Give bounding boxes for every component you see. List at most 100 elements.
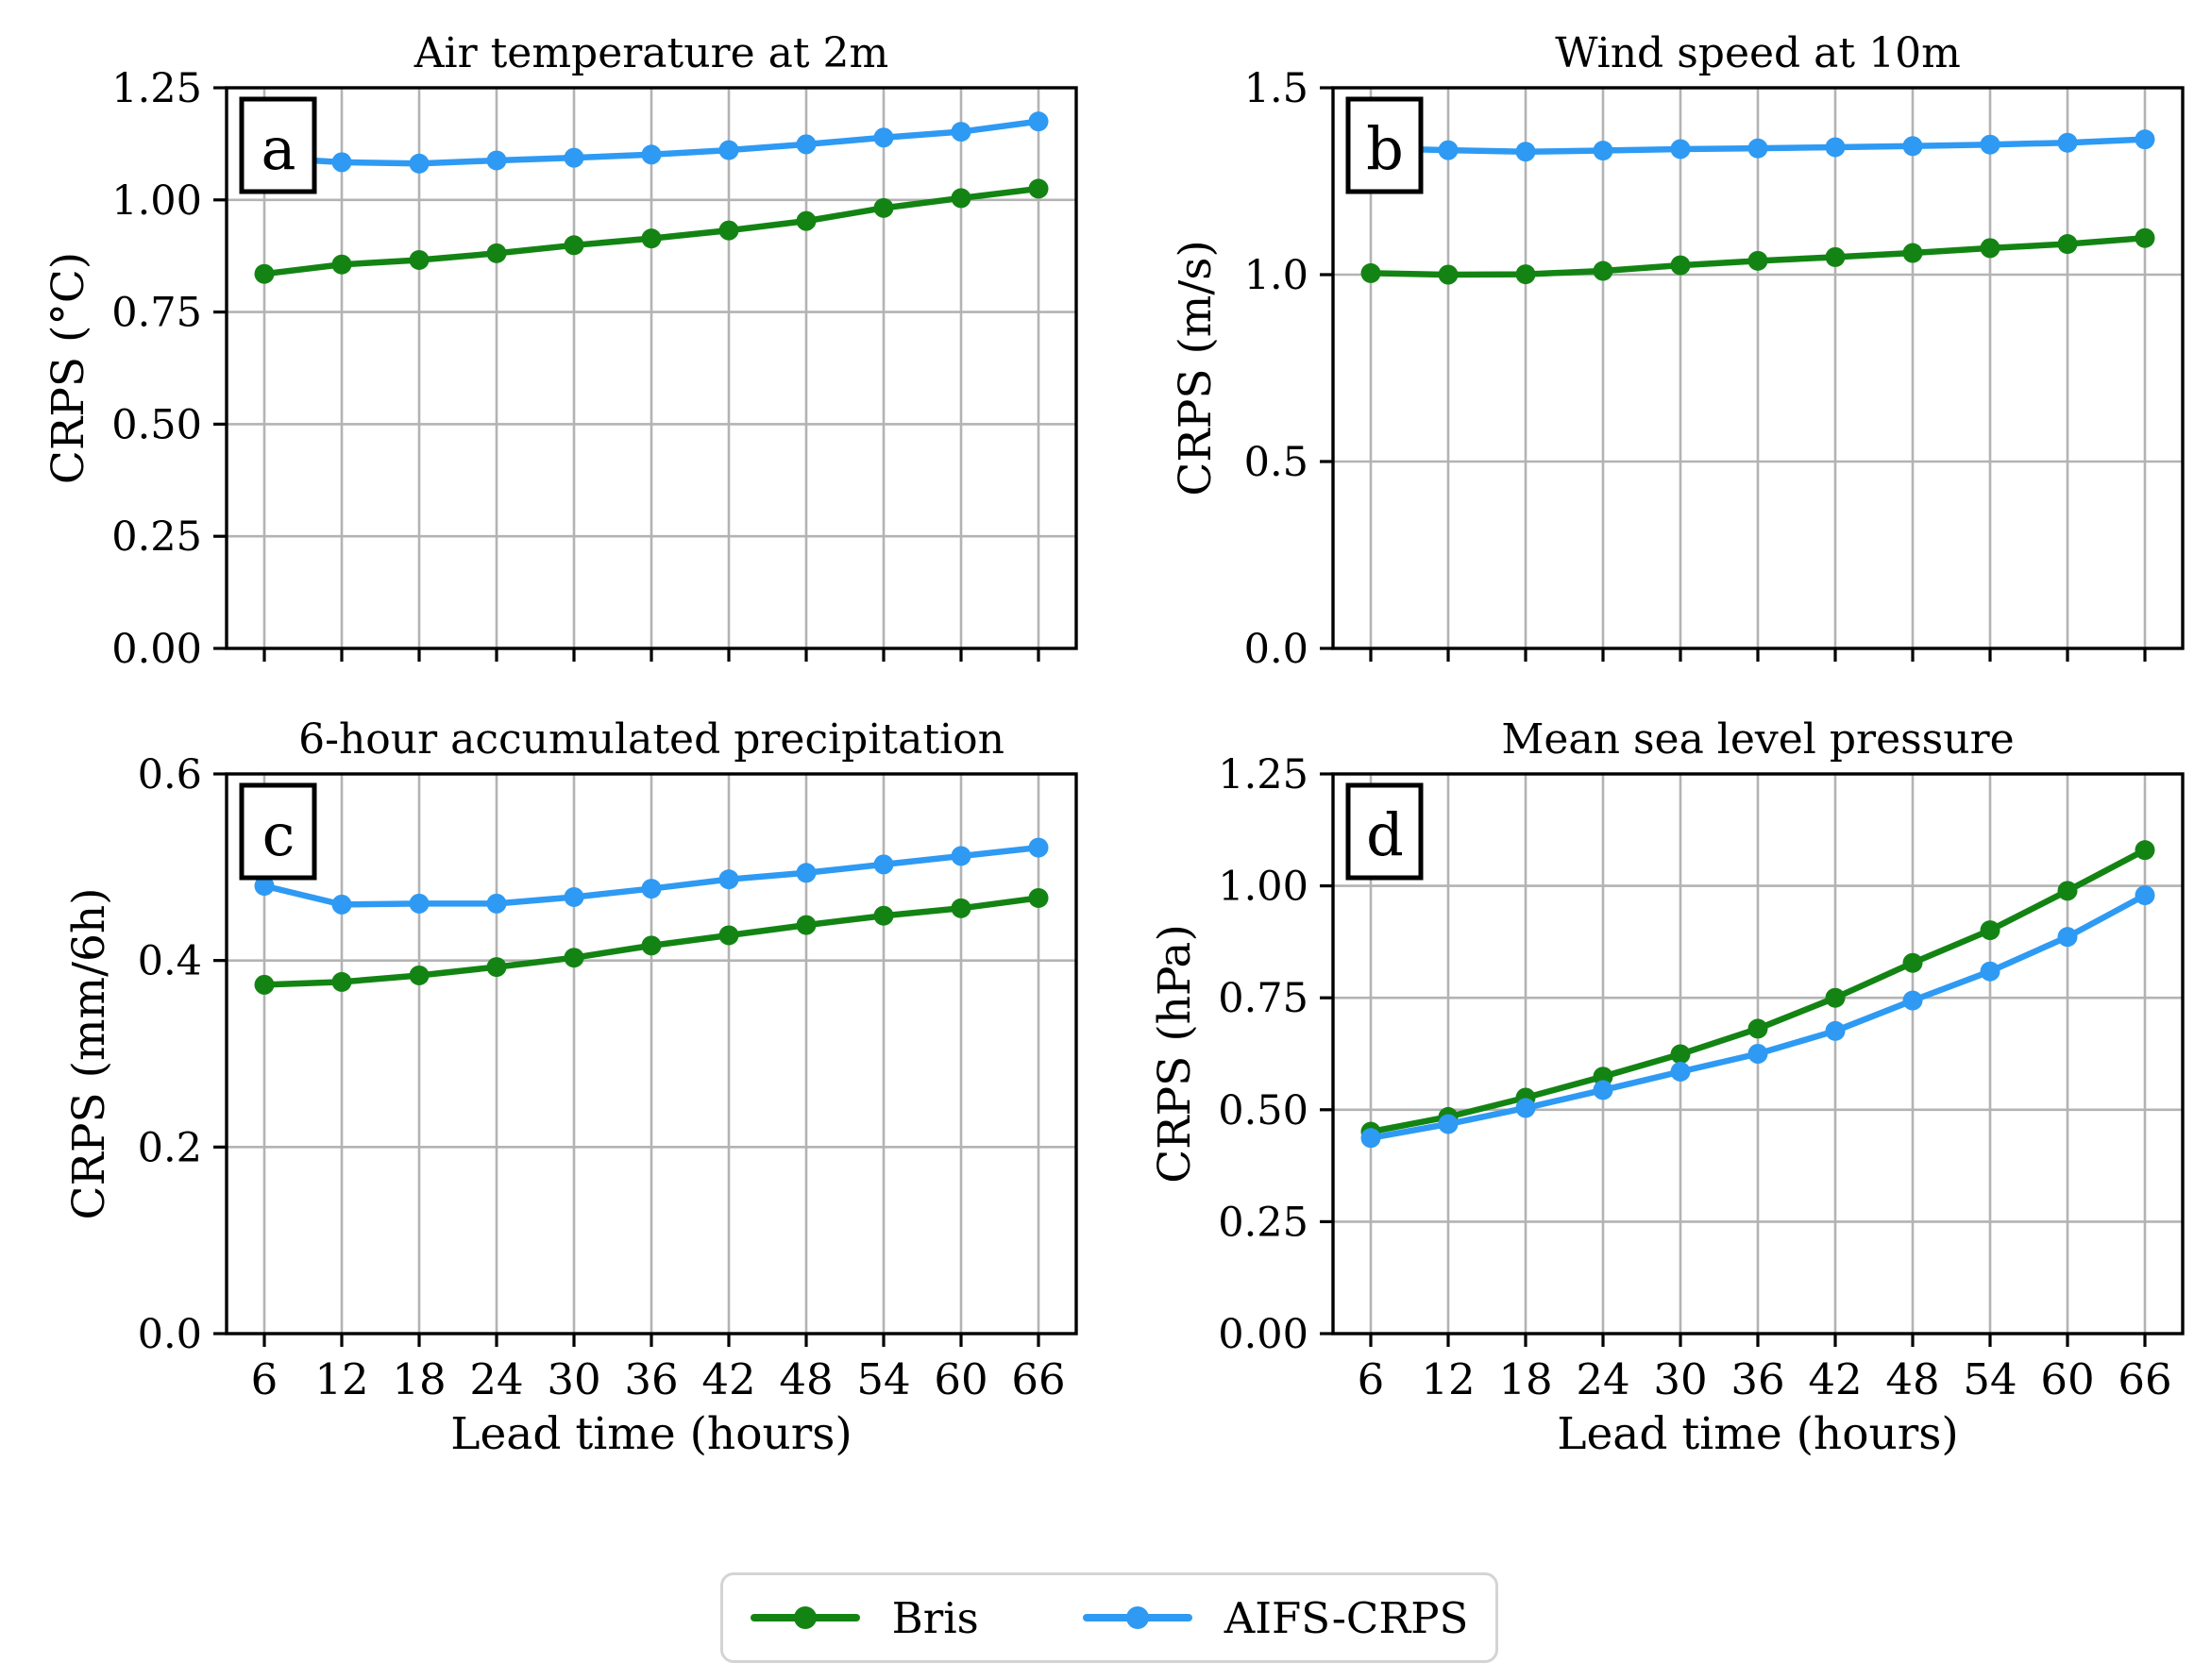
- x-tick-label-12: 12: [314, 1354, 368, 1404]
- marker-aifs-crps-12: [331, 894, 352, 915]
- marker-bris-30: [564, 948, 584, 968]
- x-tick-label-60: 60: [2040, 1354, 2094, 1404]
- series-bris: [254, 887, 1049, 995]
- marker-bris-60: [951, 188, 971, 209]
- marker-bris-24: [486, 957, 507, 978]
- marker-bris-54: [1980, 238, 2000, 259]
- marker-aifs-crps-24: [1593, 1080, 1613, 1100]
- marker-bris-66: [1028, 887, 1049, 908]
- legend-label-aifs-crps: AIFS-CRPS: [1224, 1592, 1469, 1643]
- y-tick-label-0.25: 0.25: [111, 513, 202, 561]
- y-tick-label-0.00: 0.00: [111, 626, 202, 673]
- marker-aifs-crps-66: [1028, 837, 1049, 858]
- panel-a-ticks: [213, 86, 1040, 662]
- marker-bris-12: [331, 254, 352, 275]
- marker-aifs-crps-36: [641, 144, 662, 165]
- marker-aifs-crps-18: [1515, 142, 1536, 162]
- y-tick-label-0.6: 0.6: [138, 751, 202, 798]
- x-tick-label-36: 36: [1730, 1354, 1784, 1404]
- panel-title-a: Air temperature at 2m: [414, 29, 888, 77]
- panel-b: b 0.0 0.5 1.0 1.5 Wind speed at 10m CRPS (m/s): [1170, 29, 2185, 673]
- marker-aifs-crps-48: [796, 134, 817, 155]
- marker-bris-36: [1747, 250, 1768, 271]
- panel-b-grid: [1333, 86, 2183, 650]
- marker-bris-60: [2057, 234, 2078, 255]
- legend-item-bris: Bris: [750, 1592, 979, 1643]
- y-tick-label-1.00: 1.00: [1218, 864, 1308, 911]
- x-axis-label-c: Lead time (hours): [450, 1408, 852, 1460]
- marker-aifs-crps-24: [486, 893, 507, 914]
- panel-letter-d: d: [1366, 800, 1404, 869]
- x-tick-label-30: 30: [547, 1354, 600, 1404]
- marker-bris-6: [254, 974, 275, 995]
- marker-bris-48: [1902, 243, 1923, 263]
- marker-bris-12: [331, 971, 352, 992]
- y-axis-label-c: CRPS (mm/6h): [63, 888, 115, 1220]
- series-aifs-crps: [1360, 885, 2155, 1149]
- x-tick-label-66: 66: [1011, 1354, 1065, 1404]
- panel-title-b: Wind speed at 10m: [1555, 29, 1961, 77]
- marker-aifs-crps-36: [641, 879, 662, 899]
- y-axis-label-b: CRPS (m/s): [1170, 240, 1222, 496]
- marker-aifs-crps-66: [1028, 111, 1049, 132]
- legend-label-bris: Bris: [891, 1592, 979, 1643]
- legend: Bris AIFS-CRPS: [720, 1572, 1498, 1663]
- marker-aifs-crps-42: [718, 869, 739, 890]
- x-tick-label-12: 12: [1421, 1354, 1475, 1404]
- marker-bris-42: [718, 220, 739, 241]
- marker-aifs-crps-54: [873, 854, 894, 875]
- marker-bris-36: [1747, 1018, 1768, 1039]
- marker-aifs-crps-48: [796, 863, 817, 883]
- x-tick-label-60: 60: [934, 1354, 987, 1404]
- marker-aifs-crps-30: [564, 886, 584, 907]
- panel-letter-box-c: [239, 782, 317, 881]
- marker-bris-18: [409, 965, 430, 985]
- x-tick-label-6: 6: [251, 1354, 278, 1404]
- marker-bris-12: [1438, 264, 1459, 285]
- y-tick-label-0.2: 0.2: [138, 1124, 202, 1171]
- marker-aifs-crps-54: [873, 127, 894, 148]
- marker-bris-54: [873, 905, 894, 926]
- marker-aifs-crps-48: [1902, 136, 1923, 157]
- panel-title-c: 6-hour accumulated precipitation: [298, 715, 1004, 764]
- marker-bris-66: [2135, 227, 2155, 248]
- marker-aifs-crps-24: [1593, 141, 1613, 161]
- series-aifs-crps: [254, 837, 1049, 915]
- marker-bris-18: [1515, 264, 1536, 285]
- x-tick-label-24: 24: [469, 1354, 523, 1404]
- marker-aifs-crps-60: [951, 846, 971, 866]
- x-tick-label-6: 6: [1358, 1354, 1385, 1404]
- marker-bris-30: [1670, 1044, 1691, 1065]
- marker-aifs-crps-42: [1825, 137, 1846, 158]
- y-tick-label-0.00: 0.00: [1218, 1311, 1308, 1358]
- marker-bris-54: [1980, 920, 2000, 941]
- panel-c-ticks: [213, 772, 1040, 1347]
- panel-letter-c: c: [262, 800, 295, 869]
- marker-aifs-crps-36: [1747, 1044, 1768, 1064]
- marker-aifs-crps-54: [1980, 961, 2000, 982]
- x-tick-label-24: 24: [1576, 1354, 1629, 1404]
- marker-bris-24: [1593, 260, 1613, 281]
- series-bris: [1360, 227, 2155, 285]
- legend-line-bris-icon: [750, 1606, 860, 1629]
- y-tick-label-1.25: 1.25: [1218, 751, 1308, 798]
- marker-aifs-crps-12: [331, 152, 352, 173]
- marker-aifs-crps-30: [1670, 139, 1691, 160]
- legend-line-aifs-crps-icon: [1082, 1606, 1192, 1629]
- marker-bris-30: [1670, 255, 1691, 276]
- panel-letter-box-a: [239, 96, 317, 194]
- marker-aifs-crps-54: [1980, 134, 2000, 155]
- panel-letter-a: a: [262, 114, 296, 183]
- panel-c: c 0.0 0.2 0.4 0.6 6 12 18 24 30 36 42 48 54 60 66 6-hour…: [63, 715, 1078, 1460]
- marker-aifs-crps-48: [1902, 990, 1923, 1011]
- marker-aifs-crps-12: [1438, 1114, 1459, 1134]
- y-tick-label-0.4: 0.4: [138, 938, 202, 985]
- panel-d: d 0.00 0.25 0.50 0.75 1.00 1.25 6 12 18 24 30 36 42 48…: [1149, 715, 2185, 1460]
- marker-aifs-crps-6: [254, 876, 275, 897]
- series-aifs-crps: [1360, 129, 2155, 162]
- panel-a-y-tick-labels: 0.00 0.25 0.50 0.75 1.00 1.25: [111, 65, 202, 673]
- panel-c-x-tick-labels: 6 12 18 24 30 36 42 48 54 60 66: [251, 1354, 1066, 1404]
- y-tick-label-0.25: 0.25: [1218, 1199, 1308, 1246]
- y-axis-label-a: CRPS (°C): [42, 252, 94, 484]
